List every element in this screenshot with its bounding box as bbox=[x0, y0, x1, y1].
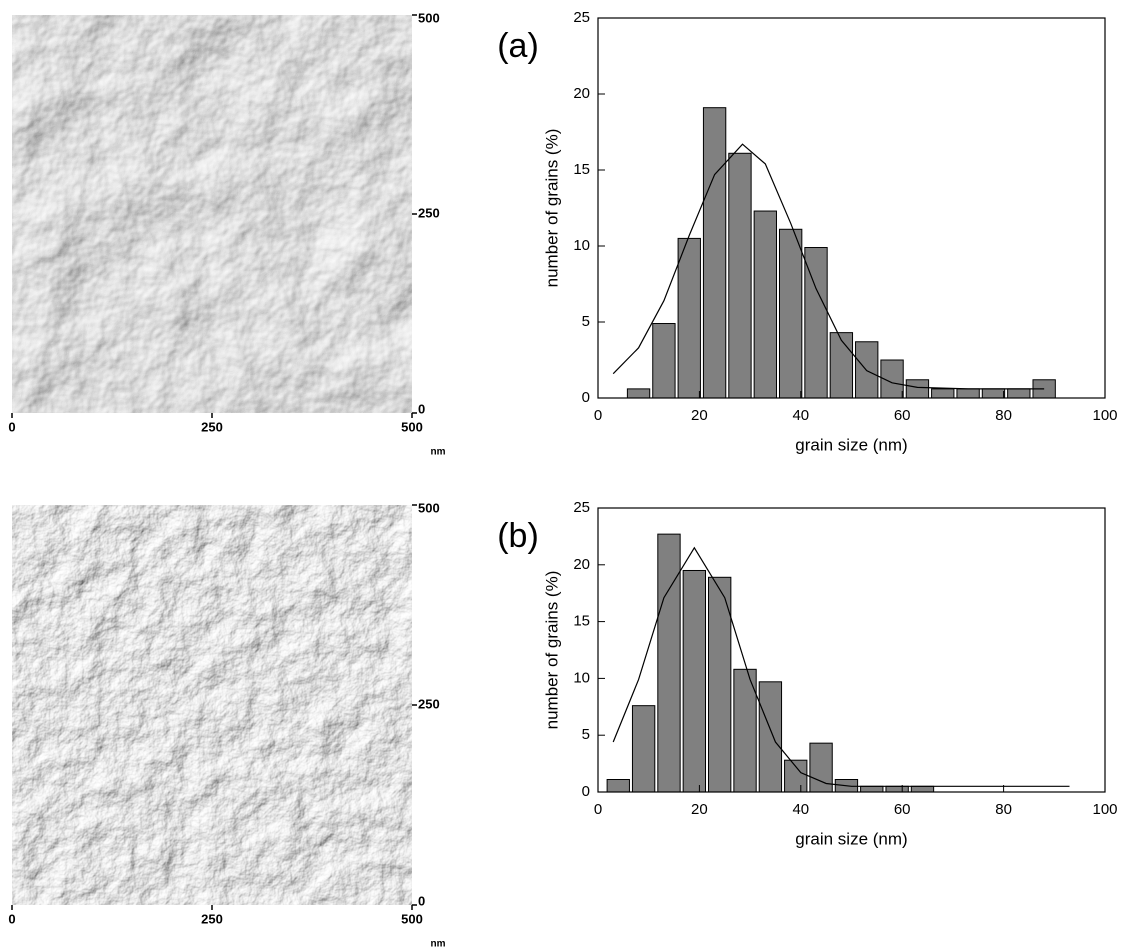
x-tick-label: 0 bbox=[594, 407, 602, 424]
panel-label: (a) bbox=[497, 27, 539, 65]
bar bbox=[677, 237, 701, 399]
x-tick-label: 60 bbox=[894, 801, 911, 818]
y-axis-label: number of grains (%) bbox=[542, 129, 561, 288]
bar bbox=[931, 388, 955, 399]
x-tick-label: 40 bbox=[792, 801, 809, 818]
panel-label: (b) bbox=[497, 517, 539, 555]
y-tick-label: 25 bbox=[573, 9, 590, 26]
x-tick-label: 500 bbox=[401, 419, 423, 434]
y-tick-label: 5 bbox=[582, 313, 590, 330]
y-tick-label: 10 bbox=[573, 237, 590, 254]
y-tick-label: 0 bbox=[582, 389, 590, 406]
x-axis-unit: nm bbox=[431, 939, 446, 948]
bar bbox=[829, 332, 854, 399]
y-tick-label: 500 bbox=[418, 10, 440, 25]
y-axis-label: number of grains (%) bbox=[542, 571, 561, 730]
bar bbox=[809, 742, 833, 793]
x-tick-label: 500 bbox=[401, 911, 423, 926]
y-tick-label: 0 bbox=[418, 401, 425, 416]
bar bbox=[708, 576, 732, 793]
bar bbox=[728, 152, 752, 399]
bar bbox=[606, 779, 630, 793]
x-tick-label: 0 bbox=[594, 801, 602, 818]
afm-image bbox=[12, 15, 412, 413]
y-tick-label: 15 bbox=[573, 161, 590, 178]
x-axis-unit: nm bbox=[431, 447, 446, 458]
x-tick-label: 0 bbox=[8, 911, 15, 926]
bar bbox=[956, 388, 980, 399]
fit-curve bbox=[612, 143, 1045, 390]
y-tick-label: 0 bbox=[418, 893, 425, 908]
bar bbox=[885, 785, 909, 793]
bar bbox=[657, 533, 681, 793]
y-tick-label: 15 bbox=[573, 613, 590, 630]
x-tick-label: 80 bbox=[995, 801, 1012, 818]
x-tick-label: 100 bbox=[1092, 407, 1117, 424]
x-tick-label: 40 bbox=[792, 407, 809, 424]
bar bbox=[682, 569, 707, 793]
y-tick-label: 500 bbox=[418, 500, 440, 515]
plot-frame bbox=[597, 17, 1106, 399]
x-tick-label: 20 bbox=[691, 801, 708, 818]
bar bbox=[860, 785, 884, 793]
y-tick-label: 250 bbox=[418, 696, 440, 711]
y-tick-label: 10 bbox=[573, 669, 590, 686]
bar bbox=[910, 785, 935, 793]
bar bbox=[758, 681, 783, 793]
bar bbox=[804, 247, 828, 399]
y-tick-label: 25 bbox=[573, 499, 590, 516]
bar bbox=[778, 228, 803, 399]
bar bbox=[784, 759, 808, 793]
x-tick-label: 60 bbox=[894, 407, 911, 424]
fit-curve bbox=[612, 546, 1070, 787]
x-tick-label: 0 bbox=[8, 419, 15, 434]
x-tick-label: 100 bbox=[1092, 801, 1117, 818]
bar bbox=[753, 210, 777, 399]
y-tick-label: 20 bbox=[573, 556, 590, 573]
y-tick-label: 0 bbox=[582, 783, 590, 800]
bar bbox=[905, 379, 930, 399]
bar bbox=[631, 705, 656, 793]
y-tick-label: 20 bbox=[573, 85, 590, 102]
x-tick-label: 250 bbox=[201, 419, 223, 434]
x-tick-label: 250 bbox=[201, 911, 223, 926]
bar bbox=[652, 323, 676, 399]
bar bbox=[981, 388, 1006, 399]
plot-frame bbox=[597, 507, 1106, 793]
x-axis-label: grain size (nm) bbox=[795, 829, 907, 848]
y-tick-label: 5 bbox=[582, 726, 590, 743]
bar bbox=[702, 107, 727, 399]
x-tick-label: 20 bbox=[691, 407, 708, 424]
x-axis-label: grain size (nm) bbox=[795, 435, 907, 454]
bar bbox=[626, 388, 651, 399]
x-tick-label: 80 bbox=[995, 407, 1012, 424]
y-tick-label: 250 bbox=[418, 205, 440, 220]
afm-image bbox=[12, 505, 412, 905]
bar bbox=[1007, 388, 1031, 399]
